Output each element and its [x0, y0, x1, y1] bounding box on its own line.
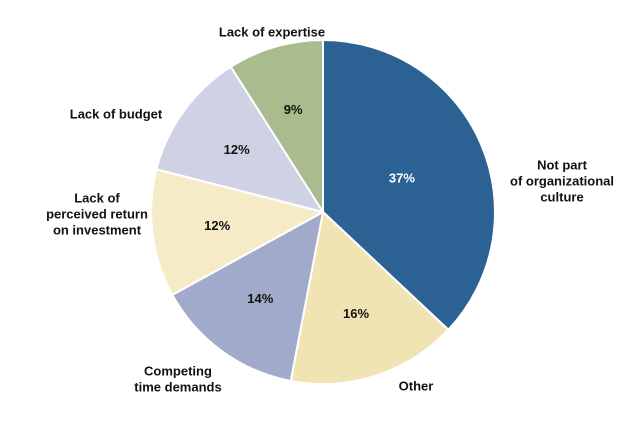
- category-label-line: perceived return: [46, 207, 148, 222]
- pie-slice-competing-time-demands: [171, 211, 324, 382]
- category-label-line: time demands: [134, 380, 221, 395]
- pie-slice-lack-of-expertise: [229, 39, 324, 213]
- category-label-line: culture: [540, 190, 583, 205]
- category-label-line: Other: [399, 379, 434, 394]
- slice-value-label-other: 16%: [343, 306, 369, 321]
- category-label-line: Lack of expertise: [219, 25, 325, 40]
- pie-slice-lack-of-perceived-return-on-investment: [150, 168, 324, 296]
- category-label-other: Other: [399, 379, 434, 394]
- category-label-lack-of-budget: Lack of budget: [70, 107, 163, 122]
- slice-value-label-lack-of-perceived-return-on-investment: 12%: [204, 218, 230, 233]
- category-label-lack-of-perceived-return-on-investment: Lack of perceived return on investment: [46, 191, 148, 238]
- pie-slice-other: [289, 211, 450, 385]
- category-labels: Not part of organizational culture Other Com…: [46, 25, 614, 395]
- pie-slice-lack-of-budget: [155, 65, 324, 213]
- pie-slices: [150, 39, 496, 385]
- pie-slice-not-part-of-organizational-culture: [322, 39, 496, 331]
- slice-value-label-not-part-of-organizational-culture: 37%: [389, 170, 415, 185]
- slice-value-labels: 37% 16% 14% 12% 12% 9%: [204, 102, 415, 321]
- category-label-lack-of-expertise: Lack of expertise: [219, 25, 325, 40]
- category-label-line: Lack of: [74, 191, 120, 206]
- slice-value-label-lack-of-budget: 12%: [224, 142, 250, 157]
- category-label-line: Not part: [537, 158, 588, 173]
- category-label-line: Lack of budget: [70, 107, 163, 122]
- category-label-line: of organizational: [510, 174, 614, 189]
- category-label-competing-time-demands: Competing time demands: [134, 364, 221, 395]
- slice-value-label-lack-of-expertise: 9%: [284, 102, 303, 117]
- category-label-not-part-of-organizational-culture: Not part of organizational culture: [510, 158, 614, 205]
- category-label-line: Competing: [144, 364, 212, 379]
- slice-value-label-competing-time-demands: 14%: [247, 291, 273, 306]
- category-label-line: on investment: [53, 223, 142, 238]
